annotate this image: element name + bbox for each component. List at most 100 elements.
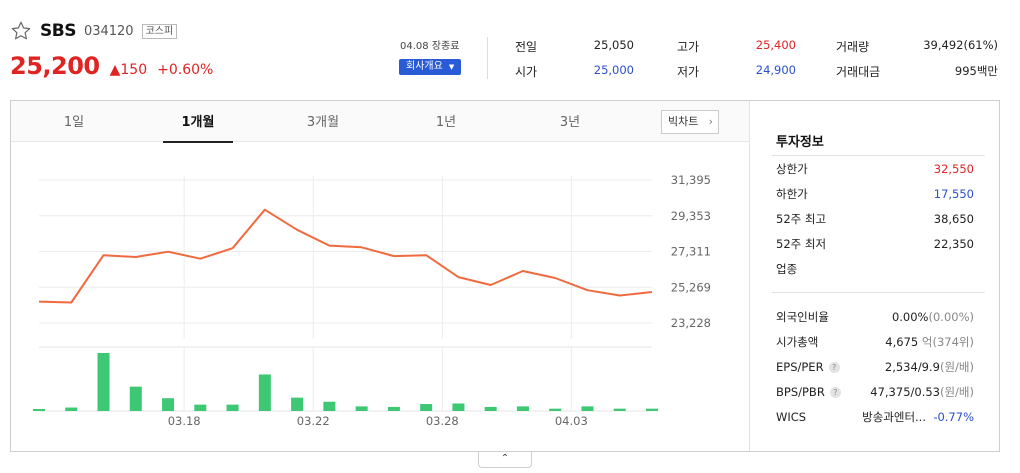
collapse-toggle-button[interactable]: ⌃ [478,452,532,468]
quote-label: 전일 [515,40,538,54]
price-line [38,208,653,304]
info-label: 업종 [776,262,798,276]
favorite-star-icon[interactable] [10,20,32,42]
info-value: 38,650 [933,212,974,226]
tab-3year[interactable]: 3년 [559,115,581,130]
volume-bar [452,403,465,411]
volume-bar [162,398,175,411]
info-row: 상한가 32,550 [776,160,974,178]
volume-bar [323,401,336,411]
header-divider [487,37,488,79]
x-tick-label: 03.28 [426,414,459,428]
foreign-ratio-value: 0.00% [891,310,929,324]
eps-per-unit: (원/배) [939,360,974,374]
tab-1day[interactable]: 1일 [63,115,85,130]
divider [772,292,985,293]
quote-label: 저가 [677,65,700,79]
y-tick-label: 29,353 [671,209,711,223]
quote-value: 39,492(61%) [923,38,998,52]
quote-label: 거래대금 [836,65,881,79]
x-tick-label: 03.18 [168,414,201,428]
info-row: 업종 [776,260,974,278]
x-tick-label: 04.03 [555,414,588,428]
volume-bar [355,406,368,411]
y-tick-label: 25,269 [671,280,711,294]
info-label: 상한가 [776,162,808,176]
market-cap-unit: 억 [921,335,933,349]
info-value: 32,550 [933,162,974,176]
info-row: EPS/PER? 2,534/9.9(원/배) [776,358,974,376]
quote-value: 995백만 [954,64,998,78]
y-tick-label: 27,311 [671,245,711,259]
info-label: 52주 최고 [776,212,827,226]
price-change: ▲150 [109,62,148,78]
volume-bar [484,406,497,411]
divider [772,155,985,156]
chevron-up-icon: ⌃ [500,453,510,464]
bps-pbr-value: 47,375/0.53 [870,385,940,399]
current-price: 25,200 [10,52,100,80]
volume-bar [613,408,626,411]
info-label: 52주 최저 [776,237,827,251]
market-cap-value: 4,675 [885,335,919,349]
big-chart-button[interactable]: 빅차트 › [661,110,719,134]
wics-change: -0.77% [933,410,974,424]
eps-per-value: 2,534/9.9 [884,360,940,374]
price-chart[interactable]: 31,395 29,353 27,311 25,269 23,228 03.18 03.2… [11,143,748,451]
volume-bar [194,404,207,411]
tab-1month[interactable]: 1개월 [163,101,233,143]
tab-3month[interactable]: 3개월 [306,115,340,130]
volume-bar [291,397,304,411]
info-label: WICS [776,410,807,424]
y-tick-label: 23,228 [671,316,711,330]
x-tick-label: 03.22 [297,414,330,428]
info-label: 시가총액 [776,335,819,349]
info-row: 52주 최저 22,350 [776,235,974,253]
market-cap-rank: (374위) [932,335,974,349]
price-row: 25,200 ▲150 +0.60% [10,52,213,80]
market-badge: 코스피 [141,23,178,39]
info-label: BPS/PBR [776,385,825,399]
info-row: 하한가 17,550 [776,185,974,203]
info-row: 시가총액 4,675 억(374위) [776,333,974,351]
foreign-ratio-sub: (0.00%) [928,310,974,324]
help-icon[interactable]: ? [828,361,840,373]
volume-bar [65,407,78,411]
quote-label: 고가 [677,40,700,54]
info-label: 외국인비율 [776,310,829,324]
company-overview-button[interactable]: 회사개요 ▼ [399,59,462,75]
chevron-right-icon: › [708,115,713,128]
info-value: 22,350 [933,237,974,251]
bps-pbr-unit: (원/배) [939,385,974,399]
wics-sector-link[interactable]: 방송과엔터... [862,410,926,424]
volume-bar [33,409,45,411]
volume-bar [226,404,239,411]
volume-bar [581,406,594,411]
info-row: 52주 최고 38,650 [776,210,974,228]
tab-1year[interactable]: 1년 [435,115,457,130]
volume-bar [549,408,562,411]
big-chart-label: 빅차트 [668,115,699,128]
price-change-percent: +0.60% [157,62,214,78]
info-row: WICS 방송과엔터... -0.77% [776,408,974,426]
quote-value: 24,900 [755,63,796,77]
info-label: EPS/PER [776,360,824,374]
market-close-note: 04.08 장종료 [400,41,460,52]
volume-bar [646,408,658,411]
quote-value: 25,000 [593,63,634,77]
y-tick-label: 31,395 [671,173,711,187]
volume-bar [516,406,529,411]
investment-info-title: 투자정보 [776,135,824,150]
quote-value: 25,050 [593,38,634,52]
info-label: 하한가 [776,187,808,201]
stock-title: SBS 034120 코스피 [10,20,178,42]
company-overview-label: 회사개요 [406,61,443,72]
caret-down-icon: ▼ [448,63,455,71]
volume-bar [129,386,142,411]
help-icon[interactable]: ? [829,386,841,398]
volume-bar [420,404,433,411]
stock-code: 034120 [83,23,134,39]
investment-info: 투자정보 상한가 32,550 하한가 17,550 52주 최고 38,650… [749,101,1001,451]
volume-bar [258,374,271,411]
quote-label: 시가 [515,65,538,79]
